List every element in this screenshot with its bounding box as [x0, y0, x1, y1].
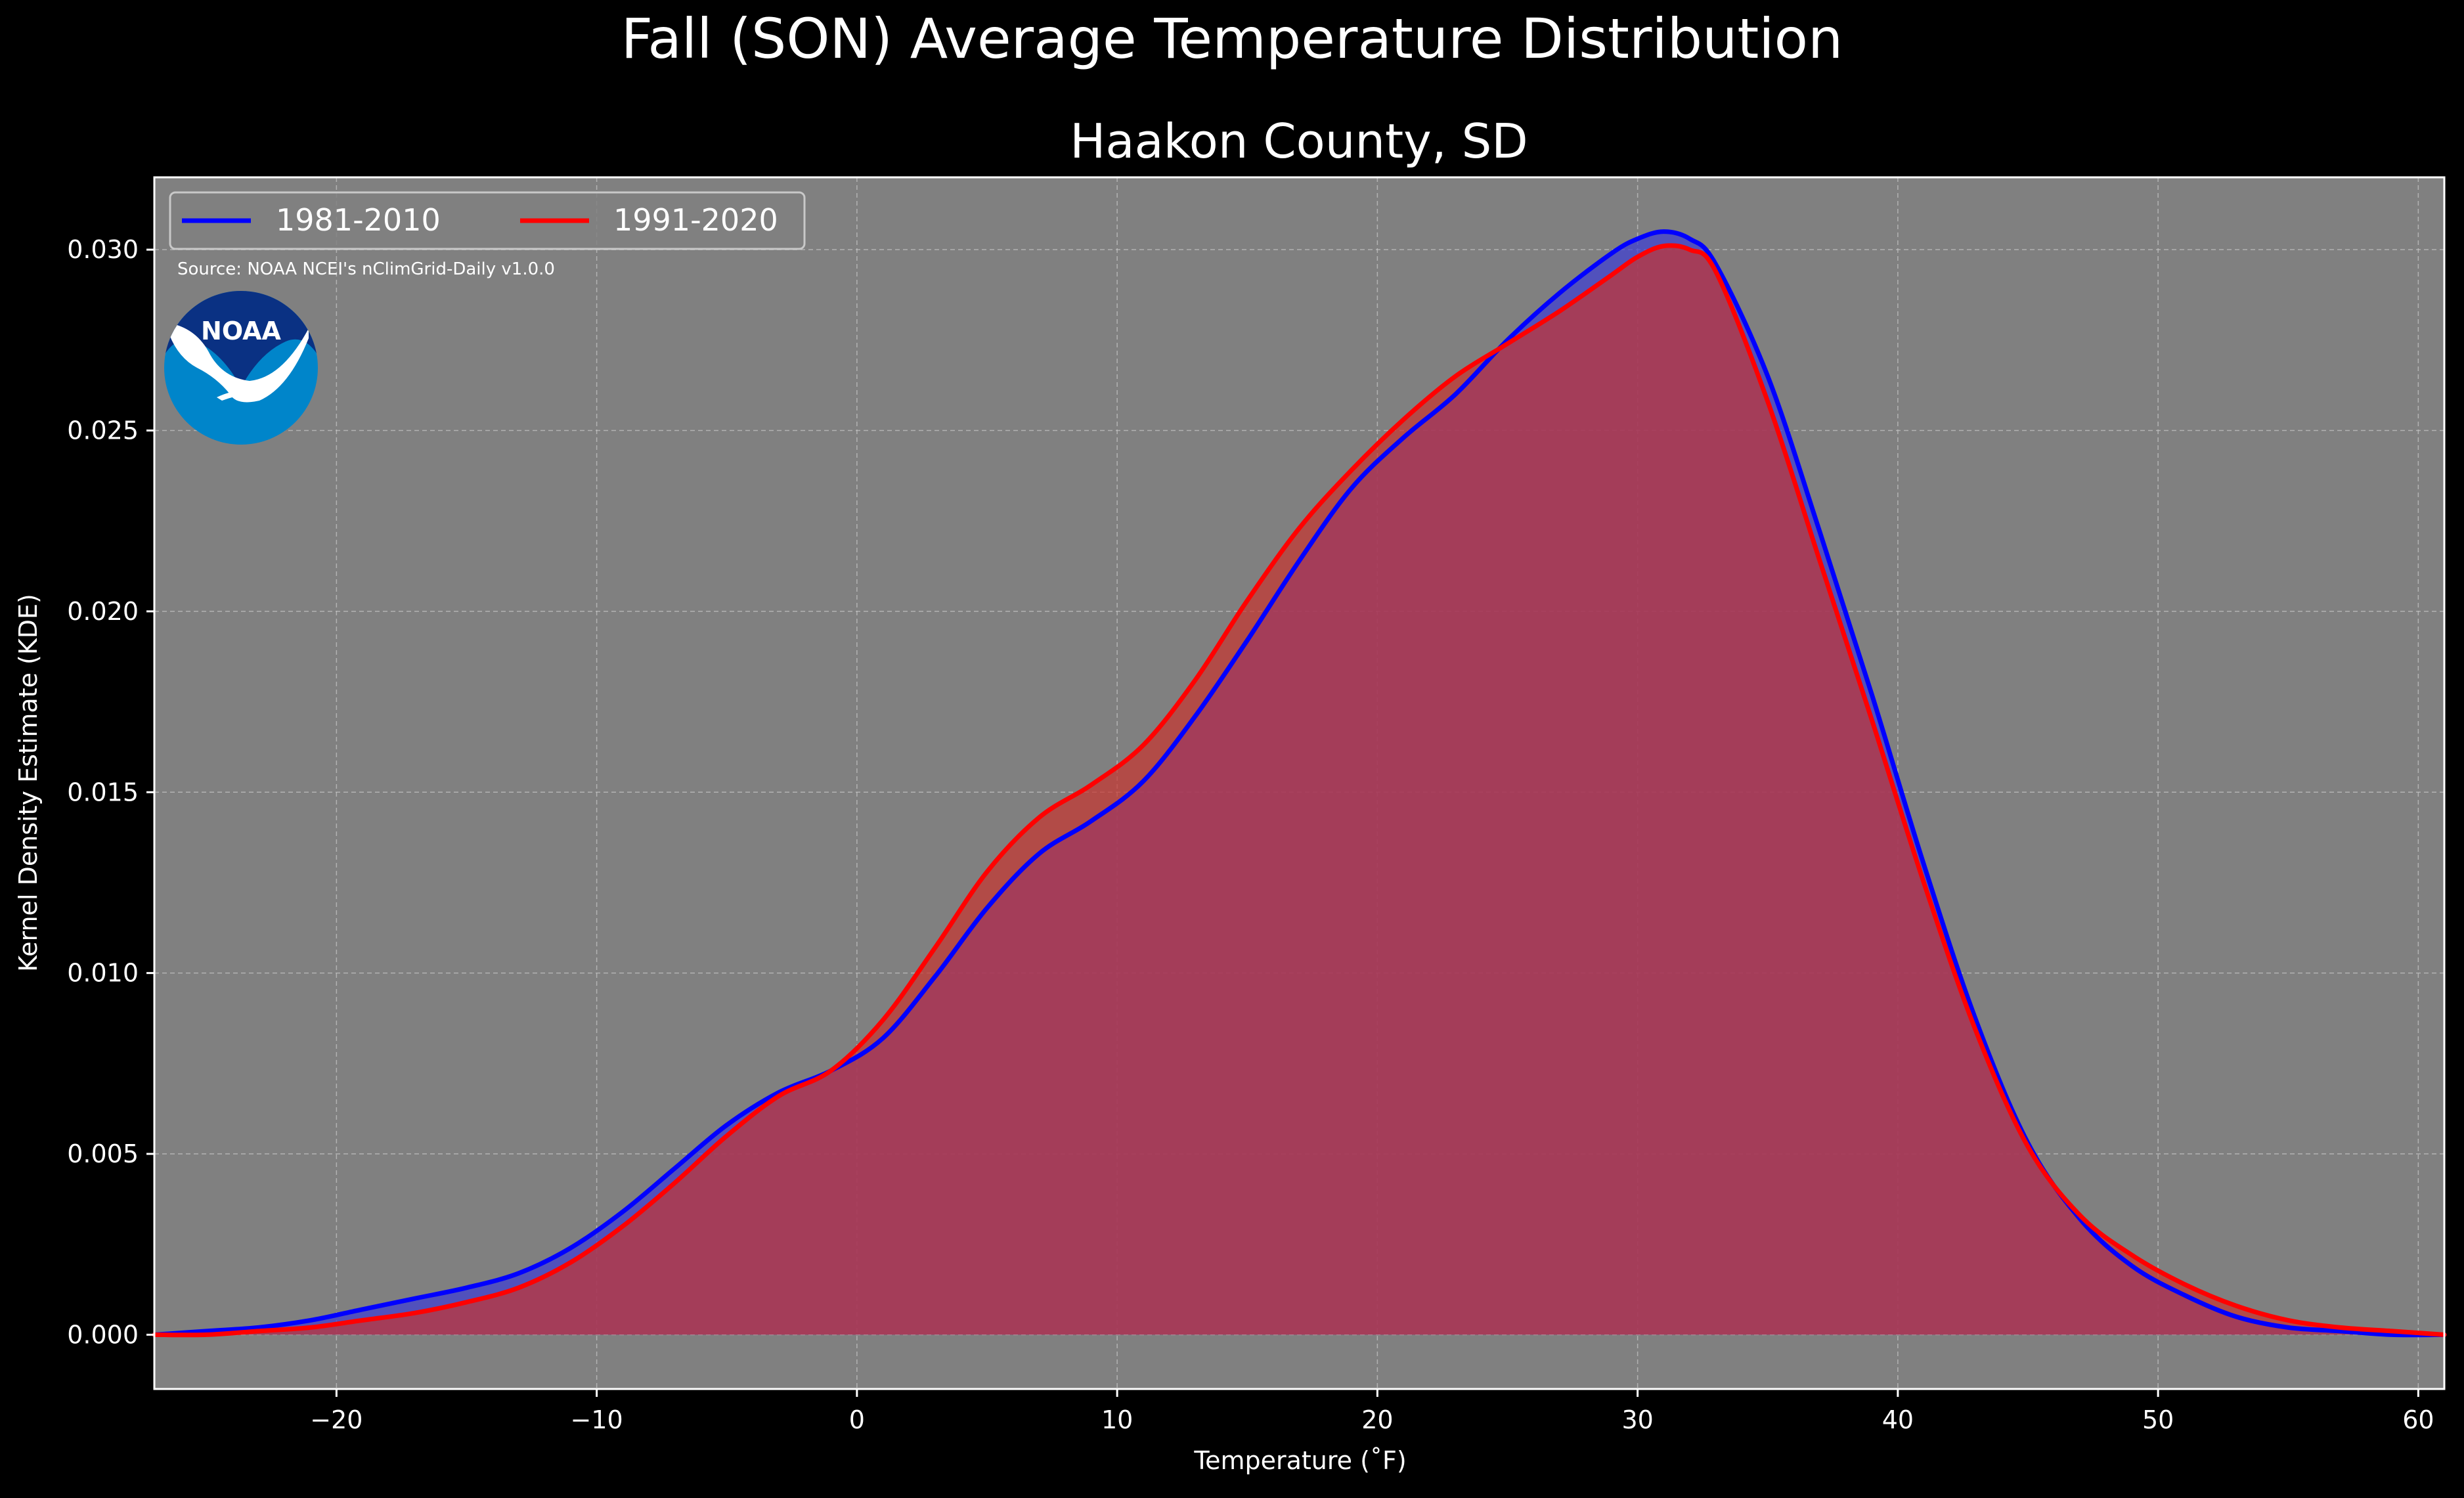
x-tick-label-3: 10: [1101, 1405, 1133, 1434]
x-tick-label-7: 50: [2142, 1405, 2174, 1434]
x-axis-label: Temperature (˚F): [1193, 1446, 1406, 1475]
y-tick-label-3: 0.015: [67, 778, 139, 806]
series-group: [152, 229, 2447, 1338]
y-tick-label-4: 0.020: [67, 597, 139, 626]
axis-ticks: −20 −10 0 10 20 30 40 50 60 0.000 0.005 0.010 0.015 0…: [67, 235, 2434, 1434]
x-tick-label-4: 20: [1361, 1405, 1393, 1434]
x-tick-label-5: 30: [1621, 1405, 1653, 1434]
y-tick-label-0: 0.000: [67, 1320, 139, 1349]
x-tick-label-0: −20: [310, 1405, 363, 1434]
chart-title: Haakon County, SD: [1070, 114, 1528, 169]
y-axis-label: Kernel Density Estimate (KDE): [14, 594, 43, 972]
legend-label-1991-2020: 1991-2020: [613, 202, 778, 238]
legend: 1981-2010 1991-2020: [169, 191, 806, 250]
x-tick-label-1: −10: [571, 1405, 623, 1434]
y-tick-label-6: 0.030: [67, 235, 139, 264]
source-note: Source: NOAA NCEI's nClimGrid-Daily v1.0…: [177, 259, 555, 279]
x-tick-label-8: 60: [2402, 1405, 2434, 1434]
y-tick-label-5: 0.025: [67, 416, 139, 445]
y-tick-label-1: 0.005: [67, 1139, 139, 1168]
series-area-1991-2020: [154, 245, 2444, 1335]
plot-frame: [153, 176, 2446, 1390]
legend-box: [169, 191, 806, 250]
x-tick-label-2: 0: [849, 1405, 865, 1434]
noaa-logo: NOAA: [164, 291, 318, 445]
x-tick-label-6: 40: [1882, 1405, 1914, 1434]
legend-label-1981-2010: 1981-2010: [276, 202, 441, 238]
noaa-logo-text: NOAA: [201, 317, 281, 345]
chart-suptitle: Fall (SON) Average Temperature Distribut…: [621, 7, 1843, 71]
y-tick-label-2: 0.010: [67, 959, 139, 988]
series-line-1991-2020: [152, 243, 2447, 1338]
